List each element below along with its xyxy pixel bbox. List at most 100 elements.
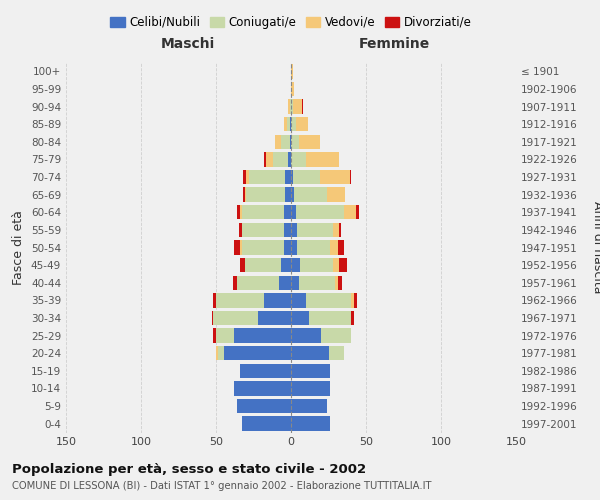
Bar [327, 188, 345, 202]
Bar [290, 100, 291, 114]
Bar [239, 222, 241, 237]
Bar [237, 205, 240, 220]
Bar [237, 399, 291, 413]
Bar [290, 134, 291, 149]
Bar [291, 205, 296, 220]
Bar [291, 222, 297, 237]
Bar [240, 205, 241, 220]
Bar [241, 240, 284, 254]
Bar [213, 293, 216, 308]
Bar [294, 188, 327, 202]
Bar [306, 293, 351, 308]
Bar [339, 222, 341, 237]
Bar [275, 134, 281, 149]
Bar [240, 364, 291, 378]
Bar [249, 170, 285, 184]
Bar [291, 328, 321, 343]
Bar [296, 117, 308, 132]
Bar [343, 205, 355, 220]
Bar [291, 64, 293, 78]
Bar [213, 328, 216, 343]
Bar [245, 188, 246, 202]
Bar [281, 134, 290, 149]
Bar [293, 170, 320, 184]
Bar [212, 311, 213, 325]
Bar [291, 82, 294, 96]
Y-axis label: Anni di nascita: Anni di nascita [592, 201, 600, 294]
Bar [299, 276, 335, 290]
Bar [306, 152, 339, 166]
Bar [291, 364, 330, 378]
Bar [243, 170, 246, 184]
Bar [284, 205, 291, 220]
Bar [330, 240, 337, 254]
Bar [291, 293, 306, 308]
Bar [223, 346, 291, 360]
Bar [300, 258, 333, 272]
Bar [320, 170, 349, 184]
Bar [240, 240, 241, 254]
Bar [288, 152, 291, 166]
Bar [264, 293, 291, 308]
Legend: Celibi/Nubili, Coniugati/e, Vedovi/e, Divorziati/e: Celibi/Nubili, Coniugati/e, Vedovi/e, Di… [106, 11, 476, 34]
Bar [285, 170, 291, 184]
Bar [337, 276, 342, 290]
Bar [291, 399, 327, 413]
Bar [293, 100, 302, 114]
Bar [237, 276, 279, 290]
Text: Maschi: Maschi [160, 38, 215, 52]
Bar [243, 188, 245, 202]
Bar [216, 328, 234, 343]
Bar [297, 240, 330, 254]
Bar [245, 258, 281, 272]
Bar [213, 311, 258, 325]
Bar [241, 222, 284, 237]
Bar [291, 117, 296, 132]
Bar [233, 276, 237, 290]
Bar [297, 222, 333, 237]
Text: Femmine: Femmine [359, 38, 430, 52]
Bar [351, 293, 354, 308]
Bar [284, 222, 291, 237]
Text: COMUNE DI LESSONA (BI) - Dati ISTAT 1° gennaio 2002 - Elaborazione TUTTITALIA.IT: COMUNE DI LESSONA (BI) - Dati ISTAT 1° g… [12, 481, 431, 491]
Bar [241, 416, 291, 431]
Bar [290, 117, 291, 132]
Bar [246, 170, 249, 184]
Bar [273, 152, 288, 166]
Bar [288, 100, 290, 114]
Bar [333, 258, 339, 272]
Bar [218, 346, 223, 360]
Bar [285, 188, 291, 202]
Bar [234, 328, 291, 343]
Bar [349, 170, 351, 184]
Bar [351, 311, 354, 325]
Bar [284, 117, 287, 132]
Bar [265, 152, 273, 166]
Bar [291, 416, 330, 431]
Bar [216, 293, 264, 308]
Bar [234, 381, 291, 396]
Bar [291, 100, 293, 114]
Bar [329, 346, 343, 360]
Text: Popolazione per età, sesso e stato civile - 2002: Popolazione per età, sesso e stato civil… [12, 462, 366, 475]
Bar [339, 258, 347, 272]
Bar [246, 188, 285, 202]
Y-axis label: Fasce di età: Fasce di età [13, 210, 25, 285]
Bar [291, 258, 300, 272]
Bar [291, 276, 299, 290]
Bar [240, 258, 245, 272]
Bar [291, 170, 293, 184]
Bar [279, 276, 291, 290]
Bar [321, 328, 351, 343]
Bar [296, 205, 343, 220]
Bar [287, 117, 290, 132]
Bar [291, 381, 330, 396]
Bar [241, 205, 284, 220]
Bar [337, 240, 343, 254]
Bar [302, 100, 303, 114]
Bar [216, 346, 218, 360]
Bar [354, 293, 357, 308]
Bar [291, 240, 297, 254]
Bar [258, 311, 291, 325]
Bar [281, 258, 291, 272]
